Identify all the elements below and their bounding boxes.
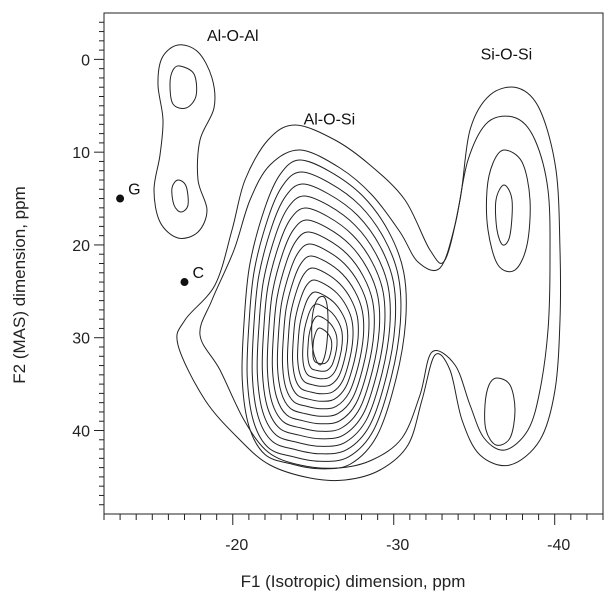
al-o-si-contour: [271, 231, 375, 425]
plot-frame: [103, 12, 604, 515]
al-o-si-contour: [281, 255, 365, 410]
al-o-al-contour: [153, 44, 216, 239]
contour-layer: [153, 44, 562, 482]
x-tick-label: -30: [386, 537, 409, 554]
reference-point-label: C: [192, 265, 204, 282]
al-o-si-core-contour: [311, 295, 329, 366]
y-tick-label: 20: [72, 238, 90, 255]
al-o-si-contour: [251, 183, 397, 455]
y-tick-label: 30: [72, 331, 90, 348]
y-tick-label: 0: [81, 52, 90, 69]
envelope-contour: [176, 86, 562, 482]
al-o-si-contour: [276, 243, 370, 417]
reference-point-label: G: [128, 182, 140, 199]
si-o-si-contour: [485, 149, 531, 273]
al-o-si-contour: [266, 219, 381, 432]
x-tick-label: -20: [225, 537, 248, 554]
axis-ticks: -20 -30 -40 0 10 20 30 40: [72, 21, 604, 554]
si-o-si-inner-contour: [494, 184, 513, 246]
x-axis-label: F1 (Isotropic) dimension, ppm: [241, 572, 466, 591]
al-o-si-contour: [307, 315, 338, 372]
region-label: Si-O-Si: [481, 46, 533, 63]
al-o-si-contour: [297, 291, 349, 387]
al-o-si-contour: [241, 159, 407, 470]
y-tick-label: 40: [72, 424, 90, 441]
al-o-si-contour: [261, 207, 386, 440]
al-o-si-contour: [256, 195, 391, 447]
al-o-al-inner-contour: [171, 179, 189, 213]
region-label: Al-O-Si: [304, 111, 356, 128]
si-o-si-contour: [484, 377, 516, 446]
al-o-si-contour: [246, 171, 402, 462]
al-o-si-contour: [286, 267, 359, 402]
al-o-al-inner-contour: [169, 65, 198, 109]
al-o-si-contour: [292, 279, 354, 395]
x-tick-label: -40: [547, 537, 570, 554]
region-label: Al-O-Al: [207, 28, 259, 45]
envelope-contour: [199, 115, 551, 469]
al-o-si-contour: [302, 303, 343, 380]
y-tick-label: 10: [72, 145, 90, 162]
annotations: Al-O-Al Al-O-Si Si-O-Si G C: [116, 28, 533, 287]
reference-point: [116, 194, 125, 203]
reference-point: [180, 278, 189, 287]
y-axis-label: F2 (MAS) dimension, ppm: [10, 186, 29, 383]
